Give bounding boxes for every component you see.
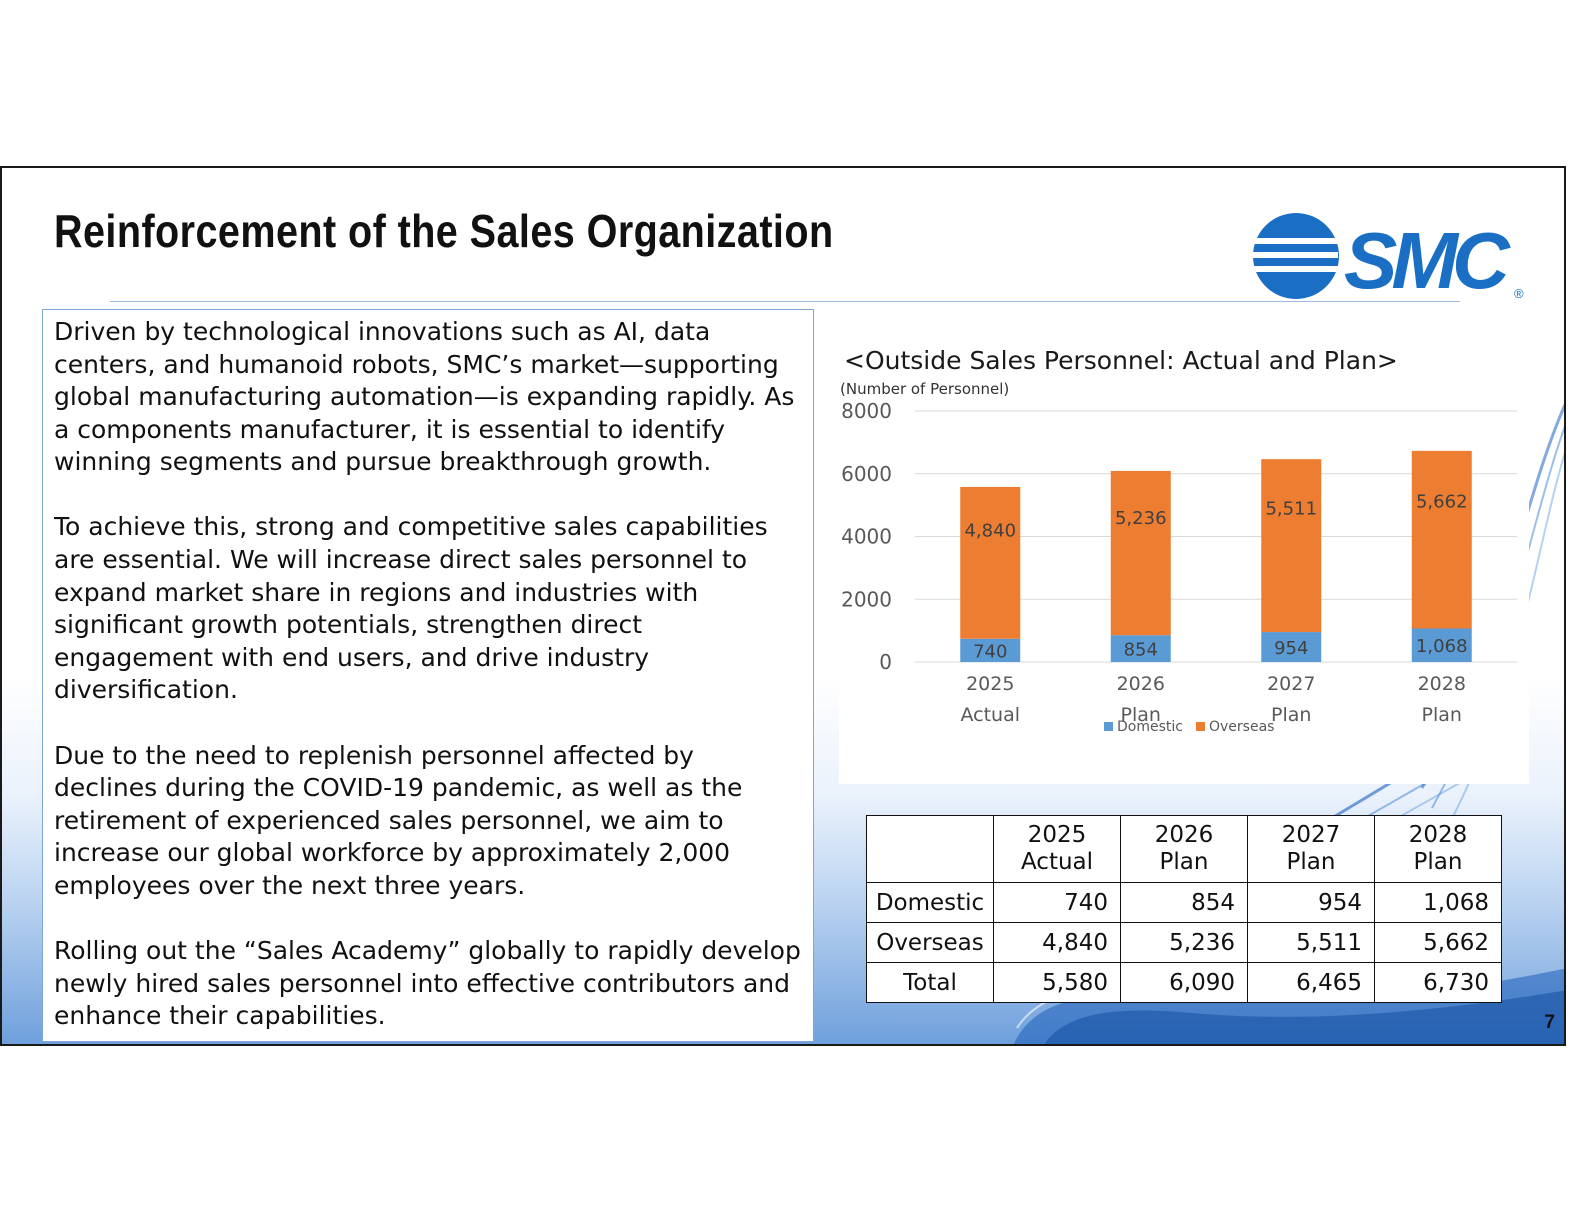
column-header-2025: 2025 Actual: [993, 815, 1121, 883]
data-label: 4,840: [964, 520, 1016, 541]
row-label: Domestic: [866, 882, 994, 923]
column-header-2027: 2027 Plan: [1247, 815, 1375, 883]
column-header-2028: 2028 Plan: [1374, 815, 1502, 883]
paragraph-sales-capabilities: To achieve this, strong and competitive …: [54, 512, 768, 705]
paragraph-workforce: Due to the need to replenish personnel a…: [54, 740, 743, 900]
bar-overseas: [960, 486, 1021, 639]
table-cell: 5,662: [1374, 922, 1502, 963]
table-cell: 954: [1247, 882, 1375, 923]
data-label: 5,511: [1265, 499, 1317, 520]
x-tick-label: Plan: [1271, 704, 1311, 726]
table-cell: 6,090: [1120, 962, 1248, 1003]
paragraph-market: Driven by technological innovations such…: [54, 317, 795, 477]
chart-panel: <Outside Sales Personnel: Actual and Pla…: [839, 338, 1529, 784]
title-divider: [110, 301, 1460, 302]
table-header-row: 2025 Actual 2026 Plan 2027 Plan 2028 Plan: [866, 815, 1502, 883]
table-cell: 5,580: [993, 962, 1121, 1003]
y-axis-unit-label: (Number of Personnel): [840, 380, 1010, 398]
x-tick-label: 2028: [1418, 673, 1466, 695]
column-header-2026: 2026 Plan: [1120, 815, 1248, 883]
table-cell: 1,068: [1374, 882, 1502, 923]
page-number: 7: [1544, 1012, 1555, 1033]
smc-logo: SMC ®: [1252, 213, 1524, 304]
table-cell: 6,465: [1247, 962, 1375, 1003]
table-cell: 6,730: [1374, 962, 1502, 1003]
x-tick-label: Plan: [1121, 704, 1161, 726]
personnel-table: 2025 Actual 2026 Plan 2027 Plan 2028 Plan Do…: [866, 815, 1502, 1003]
chart-title: <Outside Sales Personnel: Actual and Pla…: [844, 346, 1398, 375]
data-label: 740: [973, 641, 1007, 662]
data-label: 1,068: [1416, 636, 1468, 657]
registered-mark: ®: [1514, 286, 1524, 301]
bar-domestic: [960, 638, 1021, 662]
stacked-bar-chart: 0 2000 4000 6000 8000 740 4,840 2025 Actual 854 5,…: [841, 399, 1517, 735]
body-text-box: Driven by technological innovations such…: [42, 309, 814, 1042]
smc-logo-emblem: [1252, 213, 1339, 299]
table-cell: 854: [1120, 882, 1248, 923]
bar-overseas: [1261, 459, 1322, 633]
bar-domestic: [1411, 628, 1472, 662]
bar-domestic: [1110, 635, 1171, 662]
y-tick-label: 0: [879, 650, 892, 674]
slide: Reinforcement of the Sales Organization …: [0, 166, 1566, 1046]
x-tick-label: 2025: [966, 673, 1014, 695]
bar-overseas: [1411, 450, 1472, 629]
table-cell: 5,236: [1120, 922, 1248, 963]
legend-label: Overseas: [1209, 719, 1274, 735]
table-corner-cell: [866, 815, 994, 883]
table-row-domestic: Domestic 740 854 954 1,068: [866, 882, 1502, 923]
y-tick-label: 8000: [841, 399, 892, 423]
bar-overseas: [1110, 470, 1171, 636]
table-cell: 740: [993, 882, 1121, 923]
data-label: 5,236: [1115, 508, 1167, 529]
data-label: 5,662: [1416, 492, 1468, 513]
table-row-total: Total 5,580 6,090 6,465 6,730: [866, 962, 1502, 1003]
y-tick-label: 6000: [841, 462, 892, 486]
paragraph-sales-academy: Rolling out the “Sales Academy” globally…: [54, 936, 801, 1031]
table-cell: 4,840: [993, 922, 1121, 963]
smc-logo-text: SMC: [1344, 216, 1511, 304]
table-cell: 5,511: [1247, 922, 1375, 963]
table-row-overseas: Overseas 4,840 5,236 5,511 5,662: [866, 922, 1502, 963]
legend-swatch: [1104, 722, 1113, 731]
bar-domestic: [1261, 632, 1322, 662]
legend-label: Domestic: [1117, 719, 1183, 735]
x-tick-label: Actual: [960, 704, 1020, 726]
slide-title: Reinforcement of the Sales Organization: [54, 205, 834, 257]
x-tick-label: Plan: [1422, 704, 1462, 726]
legend-swatch: [1196, 722, 1205, 731]
x-tick-label: 2026: [1117, 673, 1165, 695]
data-label: 854: [1124, 640, 1158, 661]
y-tick-label: 2000: [841, 587, 892, 611]
data-label: 954: [1274, 638, 1308, 659]
row-label: Total: [866, 962, 994, 1003]
y-tick-label: 4000: [841, 525, 892, 549]
row-label: Overseas: [866, 922, 994, 963]
x-tick-label: 2027: [1267, 673, 1315, 695]
